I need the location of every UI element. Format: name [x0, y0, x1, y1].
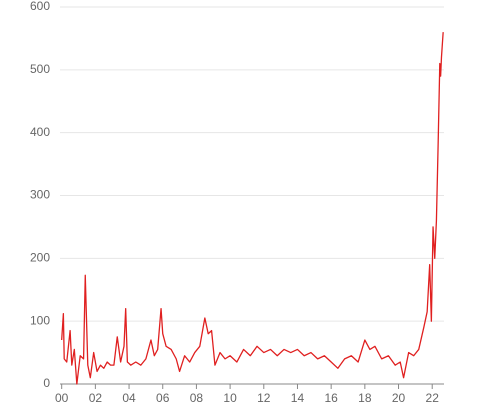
- y-tick-label: 500: [30, 62, 50, 76]
- x-tick-label: 16: [324, 391, 338, 405]
- y-tick-label: 0: [43, 376, 50, 390]
- x-tick-label: 22: [426, 391, 440, 405]
- y-tick-label: 200: [30, 251, 50, 265]
- y-tick-label: 600: [30, 0, 50, 13]
- line-series: [61, 32, 444, 385]
- x-tick-label: 14: [291, 391, 305, 405]
- x-tick-label: 02: [89, 391, 103, 405]
- x-tick-label: 06: [156, 391, 170, 405]
- y-tick-label: 100: [30, 313, 50, 327]
- x-tick-label: 08: [190, 391, 204, 405]
- y-tick-label: 400: [30, 125, 50, 139]
- x-tick-label: 00: [55, 391, 69, 405]
- x-tick-label: 20: [392, 391, 406, 405]
- x-tick-label: 04: [122, 391, 136, 405]
- x-tick-label: 18: [358, 391, 372, 405]
- y-tick-label: 300: [30, 188, 50, 202]
- x-tick-label: 12: [257, 391, 271, 405]
- x-tick-label: 10: [223, 391, 237, 405]
